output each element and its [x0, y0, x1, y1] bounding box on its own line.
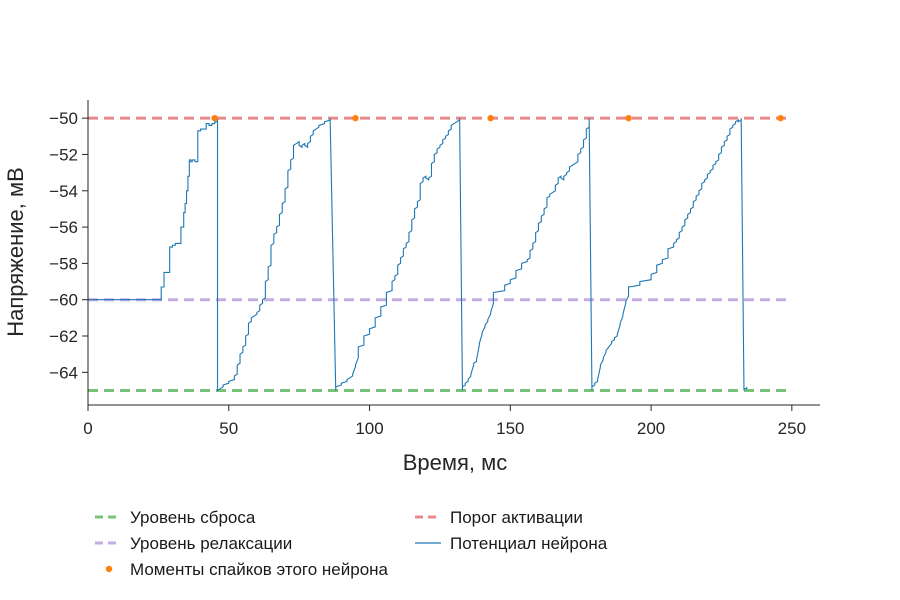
y-tick-label-1: −52	[49, 145, 78, 164]
y-tick-label-2: −54	[49, 182, 78, 201]
legend: Уровень сброса Порог активации Уровень рел…	[95, 508, 608, 579]
y-axis-title: Напряжение, мВ	[3, 167, 28, 337]
x-ticks: 0 50 100 150 200 250	[83, 405, 806, 438]
legend-swatch-4	[105, 565, 113, 573]
series-line-membrane-potential	[88, 118, 748, 392]
legend-label-2: Уровень релаксации	[130, 534, 292, 553]
spike-point-1	[352, 114, 359, 122]
legend-label-0: Уровень сброса	[130, 508, 256, 527]
spike-point-2	[487, 114, 494, 122]
x-tick-label-0: 0	[83, 419, 92, 438]
x-tick-label-5: 250	[778, 419, 806, 438]
series-layer	[88, 118, 748, 392]
legend-label-1: Порог активации	[450, 508, 583, 527]
y-tick-label-5: −60	[49, 291, 78, 310]
axes	[87, 100, 820, 406]
legend-label-4: Моменты спайков этого нейрона	[130, 560, 389, 579]
spike-point-0	[211, 114, 218, 122]
x-tick-label-4: 200	[637, 419, 665, 438]
y-ticks: −50 −52 −54 −56 −58 −60 −62 −64	[49, 109, 88, 382]
y-tick-label-7: −64	[49, 363, 78, 382]
x-tick-label-2: 100	[355, 419, 383, 438]
y-tick-label-0: −50	[49, 109, 78, 128]
x-tick-label-3: 150	[496, 419, 524, 438]
spike-point-3	[625, 114, 632, 122]
x-axis-title: Время, мс	[403, 450, 508, 475]
y-tick-label-4: −58	[49, 254, 78, 273]
x-tick-label-1: 50	[219, 419, 238, 438]
spike-markers	[211, 114, 784, 122]
y-tick-label-6: −62	[49, 327, 78, 346]
legend-label-3: Потенциал нейрона	[450, 534, 608, 553]
spike-point-4	[777, 114, 784, 122]
y-tick-label-3: −56	[49, 218, 78, 237]
reference-lines	[88, 116, 792, 392]
